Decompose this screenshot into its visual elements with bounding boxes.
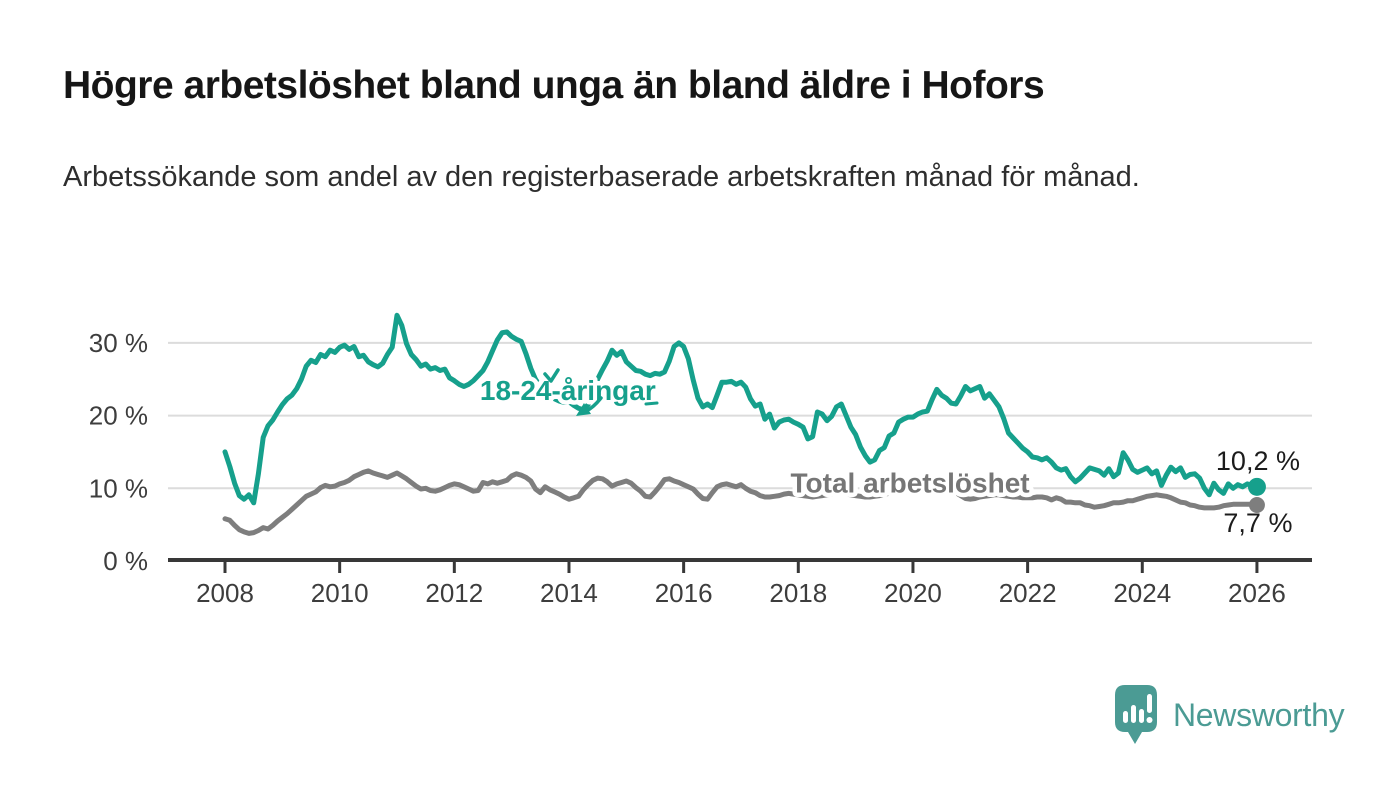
x-axis-label-2018: 2018 (769, 578, 827, 608)
end-dot-young (1247, 477, 1266, 496)
end-value-label-total: 7,7 % (1223, 508, 1292, 538)
page-title: Högre arbetslöshet bland unga än bland ä… (63, 64, 1045, 107)
series-line-Total-arbetslöshet (222, 468, 1260, 536)
newsworthy-logo-icon (1115, 685, 1157, 744)
x-axis-label-2014: 2014 (540, 578, 598, 608)
newsworthy-logo: Newsworthy (1114, 684, 1345, 746)
x-axis-label-2020: 2020 (884, 578, 942, 608)
logo-bar-3 (1139, 709, 1144, 723)
y-axis-label-30: 30 % (89, 328, 148, 358)
x-axis-label-2024: 2024 (1113, 578, 1171, 608)
logo-exclamation-dot (1146, 717, 1153, 723)
annotation-arrow-head (576, 403, 591, 416)
y-axis-label-10: 10 % (89, 473, 148, 503)
end-value-label-young: 10,2 % (1216, 446, 1300, 476)
y-axis-label-0: 0 % (103, 546, 148, 576)
page-subtitle: Arbetssökande som andel av den registerb… (63, 161, 1140, 193)
newsworthy-logo-text: Newsworthy (1173, 696, 1345, 733)
x-axis-label-2026: 2026 (1228, 578, 1286, 608)
logo-bar-2 (1131, 705, 1136, 723)
y-axis-label-20: 20 % (89, 401, 148, 431)
x-axis-label-2010: 2010 (311, 578, 369, 608)
series-line-18-24-åringar (222, 312, 1260, 506)
x-axis-label-2016: 2016 (655, 578, 713, 608)
logo-bar-1 (1123, 711, 1128, 723)
x-axis-label-2008: 2008 (196, 578, 254, 608)
series-label-young: 18-24-åringar (480, 375, 656, 406)
annotation-dash (644, 401, 659, 406)
series-label-total: Total arbetslöshet (791, 467, 1030, 498)
annotation-check-mark (543, 368, 560, 383)
end-dot-total (1248, 497, 1265, 514)
logo-exclamation-bar (1147, 694, 1152, 713)
x-axis-label-2022: 2022 (999, 578, 1057, 608)
x-axis-label-2012: 2012 (425, 578, 483, 608)
